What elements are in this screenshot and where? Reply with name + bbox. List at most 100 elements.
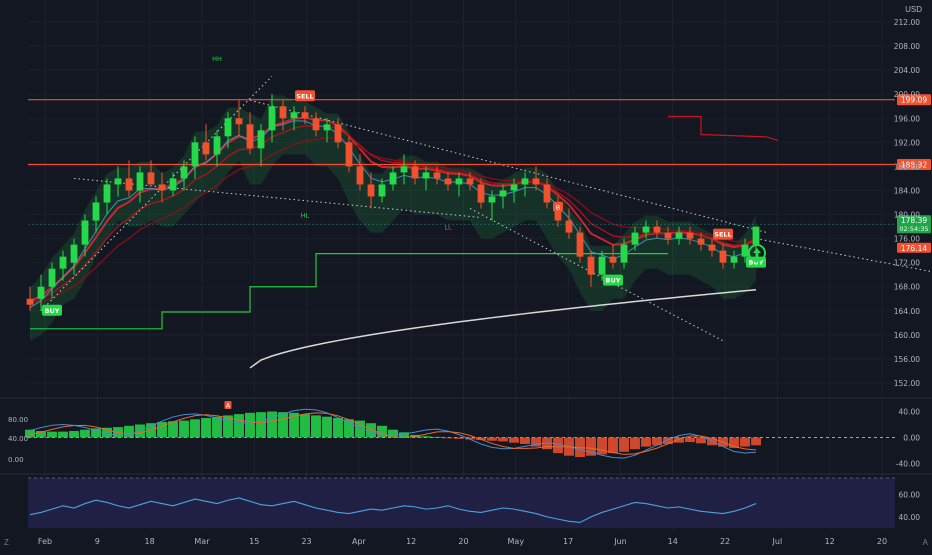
bullish-candle xyxy=(323,124,331,131)
x-tick-label: 18 xyxy=(145,537,155,546)
bearish-candle xyxy=(279,106,287,119)
bearish-candle xyxy=(235,118,243,125)
histogram-bar-positive xyxy=(344,419,354,438)
histogram-bar-positive xyxy=(179,420,189,438)
histogram-bar-positive xyxy=(300,414,310,438)
bearish-candle xyxy=(345,142,353,167)
long-sma-line xyxy=(249,288,757,369)
osc-left-tick-label: 40.00 xyxy=(8,435,28,443)
buy-signal-box xyxy=(603,274,623,286)
histogram-bar-positive xyxy=(245,412,255,438)
corner-right-label: A xyxy=(922,538,928,547)
histogram-bar-positive xyxy=(190,419,200,438)
bearish-candle xyxy=(158,184,166,191)
histogram-bar-negative xyxy=(520,437,530,444)
oscillator-line-slow xyxy=(29,412,757,455)
bullish-candle xyxy=(675,232,683,239)
x-tick-label: 22 xyxy=(720,537,730,546)
bullish-candle xyxy=(48,268,56,287)
histogram-bar-negative xyxy=(751,437,761,446)
histogram-bar-positive xyxy=(366,423,376,438)
sell-signal-box xyxy=(713,228,733,240)
y-tick-label: 184.00 xyxy=(894,186,920,195)
bearish-candle xyxy=(147,172,155,185)
y-tick-label: 204.00 xyxy=(894,66,920,75)
bullish-candle xyxy=(378,184,386,197)
y-tick-label: 188.00 xyxy=(894,162,920,171)
histogram-bar-positive xyxy=(168,421,178,438)
x-tick-label: 12 xyxy=(406,537,416,546)
x-tick-label: 9 xyxy=(95,537,100,546)
histogram-bar-positive xyxy=(36,431,46,438)
level-tag xyxy=(897,94,931,106)
buy-signal-label: BUY xyxy=(749,259,764,267)
histogram-bar-positive xyxy=(399,432,409,438)
bearish-candle xyxy=(466,178,474,185)
y-tick-label: 208.00 xyxy=(894,42,920,51)
structure-marker-label: HH xyxy=(212,55,222,63)
x-tick-label: 12 xyxy=(825,537,835,546)
y-tick-label: 172.00 xyxy=(894,259,920,268)
bullish-candle xyxy=(741,244,749,257)
histogram-bar-negative xyxy=(443,437,453,439)
osc-tick-label: -40.00 xyxy=(896,460,920,469)
level-tag-label: 188.32 xyxy=(901,160,927,169)
histogram-bar-positive xyxy=(58,431,68,438)
bearish-candle xyxy=(697,238,705,245)
x-tick-label: 23 xyxy=(301,537,311,546)
histogram-bar-positive xyxy=(157,421,167,438)
rsi-tick-label: 40.00 xyxy=(899,513,921,522)
histogram-bar-negative xyxy=(729,437,739,448)
bos-marker-box xyxy=(553,201,563,212)
sell-signal-label: SELL xyxy=(714,231,731,239)
last-price-tag xyxy=(897,215,931,234)
histogram-bar-negative xyxy=(663,437,673,444)
histogram-bar-negative xyxy=(696,437,706,444)
bullish-candle xyxy=(499,190,507,197)
buy-signal-label: BUY xyxy=(606,277,621,285)
histogram-bar-negative xyxy=(608,437,618,454)
bullish-candle xyxy=(400,166,408,173)
x-tick-label: Feb xyxy=(38,537,52,546)
histogram-bar-positive xyxy=(69,431,79,438)
bullish-candle xyxy=(59,256,67,269)
sell-signal-box xyxy=(295,90,315,102)
trend-cloud xyxy=(30,95,756,341)
y-tick-label: 212.00 xyxy=(894,18,920,27)
osc-marker-label: A xyxy=(226,403,231,410)
histogram-bar-positive xyxy=(91,428,101,438)
histogram-bar-negative xyxy=(509,437,519,443)
x-tick-label: 14 xyxy=(668,537,678,546)
histogram-bar-positive xyxy=(47,431,57,438)
bearish-candle xyxy=(477,184,485,203)
bullish-candle xyxy=(598,256,606,275)
bearish-candle xyxy=(312,118,320,131)
structure-marker-label: LL xyxy=(444,224,452,232)
bearish-candle xyxy=(587,256,595,275)
histogram-bar-positive xyxy=(432,436,442,438)
bullish-candle xyxy=(631,232,639,245)
histogram-bar-negative xyxy=(652,437,662,446)
bullish-candle xyxy=(136,172,144,191)
y-tick-label: 164.00 xyxy=(894,307,920,316)
bos-marker-label: B xyxy=(556,204,560,212)
indicator-price-tag xyxy=(897,242,931,253)
x-tick-label: 17 xyxy=(563,537,573,546)
buy-signal-label: BUY xyxy=(45,307,60,315)
bearish-candle xyxy=(609,256,617,263)
bearish-candle xyxy=(246,124,254,149)
osc-left-tick-label: 80.00 xyxy=(8,416,28,424)
bullish-candle xyxy=(81,220,89,245)
histogram-bar-positive xyxy=(267,411,277,438)
last-price-label: 178.39 xyxy=(901,216,927,225)
histogram-bar-positive xyxy=(377,425,387,438)
bullish-candle xyxy=(213,136,221,155)
bullish-candle xyxy=(290,112,298,119)
osc-left-tick-label: 0.00 xyxy=(8,456,24,464)
bullish-candle xyxy=(389,172,397,185)
bearish-candle xyxy=(411,166,419,179)
histogram-bar-negative xyxy=(553,437,563,454)
dotted-trend-line xyxy=(755,238,932,273)
